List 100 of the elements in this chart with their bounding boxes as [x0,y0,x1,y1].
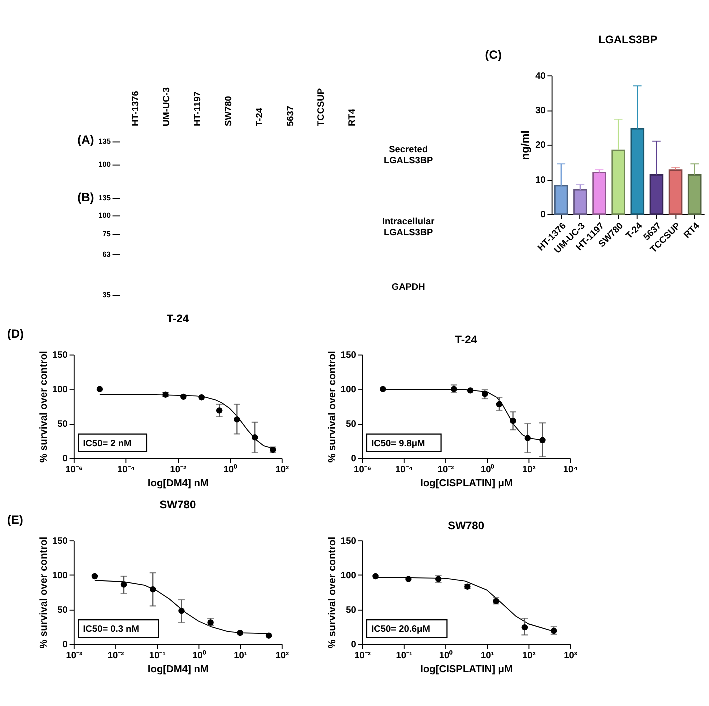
y-axis-title: % survival over control [38,350,50,463]
y-axis-title: % survival over control [327,350,338,463]
chart-title: SW780 [448,520,485,533]
x-tick-label: 10⁻⁶ [66,464,84,475]
y-tick-label: 0 [62,454,68,464]
y-tick-label: 50 [58,419,68,430]
x-tick-label: 10⁻² [354,650,371,660]
y-tick-label: 50 [346,604,356,615]
point [216,408,223,414]
y-tick-label: 20 [536,140,546,150]
text: (D) [7,327,24,342]
x-tick-label: 10² [522,464,536,475]
y-tick-label: 30 [536,106,546,116]
y-tick-label: 0 [62,639,68,650]
category-label: TCCSUP [316,88,326,126]
x-tick-label: T-24 [624,220,645,241]
category-label: 5637 [285,106,296,126]
text: 35 [102,290,111,300]
x-tick-label: 10⁻¹ [149,650,166,660]
x-tick-label: 10⁰ [439,649,454,660]
x-tick-label: 10⁰ [224,464,238,475]
x-axis-title: log[CISPLATIN] μM [420,664,513,676]
x-tick-label: 10² [276,464,290,475]
y-tick-label: 150 [340,350,356,360]
point [178,608,185,614]
y-tick-label: 100 [340,570,356,580]
text: 135 [98,137,111,146]
x-axis-title: log[DM4] nM [148,664,209,676]
y-axis-title: % survival over control [38,536,50,649]
x-tick-label: 10¹ [234,650,248,660]
y-axis-title: ng/ml [520,130,532,160]
y-tick-label: 50 [346,419,356,430]
point [522,624,528,631]
point [482,391,488,398]
x-tick-label: 10⁰ [480,464,496,475]
text: (E) [7,512,24,527]
point [150,586,156,593]
y-tick-label: 100 [340,384,356,395]
point [467,388,474,394]
category-label: HT-1197 [192,92,202,126]
point [180,394,187,400]
chart-title: SW780 [160,499,196,512]
y-tick-label: 150 [52,350,68,360]
text: Secreted LGALS3BP [384,144,434,166]
y-tick-label: 100 [52,570,68,580]
point [120,582,128,588]
text: 63 [102,250,111,259]
x-tick-label: 10² [522,650,536,660]
point [540,437,546,444]
point [524,435,531,442]
y-tick-label: 100 [52,384,68,395]
point [252,434,258,441]
text: (B) [78,190,94,204]
point [496,401,503,408]
y-tick-label: 0 [351,639,356,650]
point [234,416,240,423]
x-axis-title: log[CISPLATIN] μM [420,478,513,490]
text: GAPDH [392,282,426,292]
bar [574,189,588,215]
point [266,632,272,639]
y-tick-label: 0 [540,210,546,220]
annotation: IC50= 2 nM [83,438,132,448]
x-tick-label: 10⁰ [192,649,207,660]
category-label: UM-UC-3 [161,87,172,126]
y-tick-label: 150 [340,536,356,546]
x-tick-label: 10¹ [480,650,494,660]
chart-title: LGALS3BP [598,34,658,46]
y-tick-label: 40 [536,70,546,81]
y-tick-label: 50 [58,604,68,615]
annotation: IC50= 9.8μM [372,438,426,448]
text: 100 [98,211,111,220]
point [406,576,412,582]
point [510,418,516,424]
x-tick-label: 10⁻¹ [396,650,413,660]
point [198,394,205,401]
x-tick-label: 10⁻³ [66,650,83,660]
category-label: RT4 [347,108,358,126]
y-axis-title: % survival over control [327,536,338,649]
x-tick-label: 10⁻⁴ [117,464,136,475]
category-label: HT-1376 [130,91,140,126]
x-tick-label: 10³ [564,650,578,660]
x-tick-label: 10⁻² [108,650,124,660]
category-label: SW780 [223,96,234,126]
x-tick-label: 10⁻⁴ [395,464,414,475]
x-tick-label: 10⁻⁶ [354,464,372,475]
x-axis-title: log[DM4] nM [148,478,209,490]
text: (C) [485,48,502,62]
chart-title: T-24 [455,334,478,347]
x-tick-label: 10⁻² [170,464,187,475]
chart-title: T-24 [166,313,190,326]
text: 135 [98,193,111,202]
y-tick-label: 10 [536,174,546,185]
category-label: T-24 [254,107,264,126]
x-tick-label: 10⁴ [563,464,579,475]
text: Intracellular LGALS3BP [382,216,436,238]
text: 75 [102,229,111,238]
point [237,630,244,636]
annotation: IC50= 20.6μM [372,624,431,634]
x-tick-label: 10² [276,650,290,660]
y-tick-label: 0 [351,454,356,464]
